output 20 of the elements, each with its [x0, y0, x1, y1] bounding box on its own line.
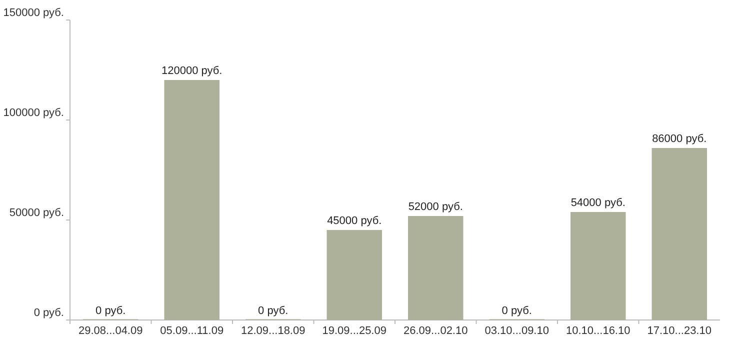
x-tick-label: 05.09...11.09 [160, 325, 224, 337]
data-label: 120000 руб. [162, 65, 222, 77]
data-label: 86000 руб. [652, 133, 707, 145]
x-tick-label: 17.10...23.10 [647, 325, 712, 337]
x-tick-label: 12.09...18.09 [241, 325, 306, 337]
x-tick-label: 19.09...25.09 [322, 325, 386, 337]
y-tick-label: 150000 руб. [3, 7, 64, 19]
y-tick-label: 50000 руб. [9, 207, 64, 219]
x-tick-label: 29.08...04.09 [78, 325, 143, 337]
data-label: 52000 руб. [408, 201, 463, 213]
y-tick-label: 100000 руб. [3, 107, 64, 119]
data-label: 0 руб. [502, 305, 532, 317]
data-label: 45000 руб. [327, 215, 382, 227]
x-tick-label: 26.09...02.10 [404, 325, 468, 337]
x-tick-label: 10.10...16.10 [566, 325, 630, 337]
x-tick-label: 03.10...09.10 [484, 325, 549, 337]
y-tick-label: 0 руб. [34, 307, 64, 319]
data-label: 0 руб. [96, 305, 126, 317]
data-label: 0 руб. [258, 305, 288, 317]
data-label: 54000 руб. [570, 197, 626, 209]
